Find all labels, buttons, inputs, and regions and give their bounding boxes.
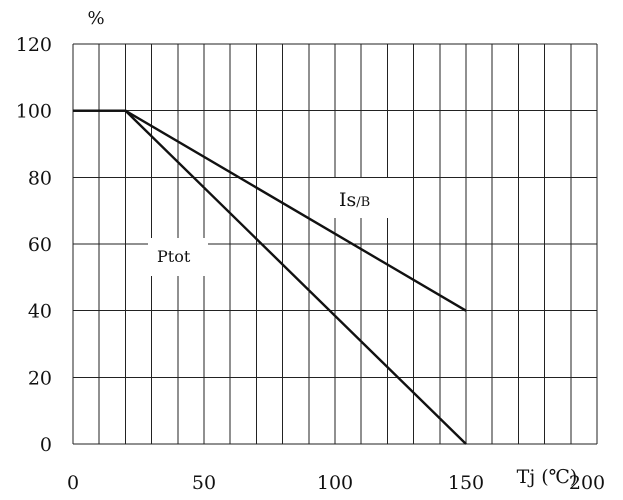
series-lines [73, 109, 467, 445]
ptot-label-background [148, 238, 208, 276]
x-tick-label: 0 [67, 472, 79, 494]
series-line-0 [73, 109, 467, 312]
series-line-1 [73, 109, 467, 445]
is-b-label-sub: /B [356, 195, 370, 210]
tick-labels: 0 20 40 60 80 100 120 0 50 100 150 200 [16, 34, 605, 494]
y-axis-label: % [87, 8, 104, 29]
is-b-label: Is/B [339, 189, 370, 211]
is-b-label-background [322, 178, 404, 218]
y-tick-label: 40 [28, 301, 52, 323]
x-tick-label: 100 [317, 472, 353, 494]
x-axis-label: Tj (℃) [517, 466, 578, 488]
x-tick-label: 150 [448, 472, 484, 494]
y-tick-label: 80 [28, 167, 52, 189]
y-tick-label: 100 [16, 101, 52, 123]
x-tick-label: 200 [569, 472, 605, 494]
is-b-label-main: Is [339, 189, 356, 211]
y-tick-label: 60 [28, 234, 52, 256]
x-tick-label: 50 [192, 472, 216, 494]
grid [72, 43, 598, 445]
y-tick-label: 120 [16, 34, 52, 56]
ptot-label: Ptot [157, 247, 191, 266]
y-tick-label: 20 [28, 367, 52, 389]
y-tick-label: 0 [40, 434, 52, 456]
